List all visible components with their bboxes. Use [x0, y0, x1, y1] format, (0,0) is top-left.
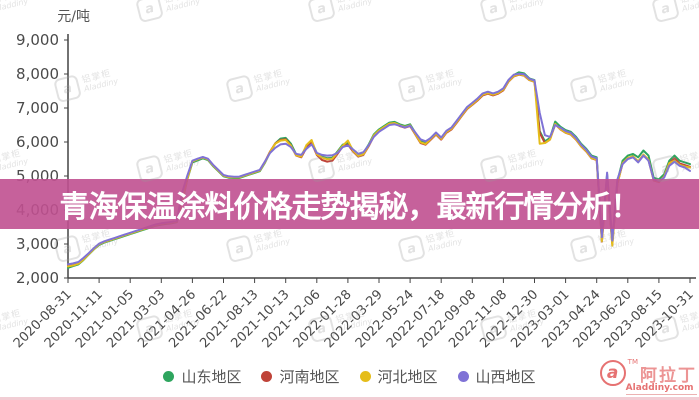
legend-label-shanxi: 山西地区 — [475, 368, 536, 386]
headline-title: 青海保温涂料价格走势揭秘，最新行情分析！ — [59, 190, 641, 225]
svg-text:2,000: 2,000 — [16, 269, 59, 287]
aladdin-logo-icon: a — [599, 360, 626, 386]
legend-dot-henan — [261, 371, 273, 382]
svg-text:8,000: 8,000 — [16, 65, 59, 83]
svg-text:7,000: 7,000 — [16, 99, 59, 117]
legend-label-shandong: 山东地区 — [181, 368, 242, 386]
aladdin-brand-text: 阿拉丁 — [640, 366, 697, 386]
legend-item-henan[interactable]: 河南地区 — [261, 366, 340, 387]
svg-text:9,000: 9,000 — [16, 31, 59, 49]
aladdin-site-text: Aladdiny.com — [625, 383, 697, 395]
legend-item-shandong[interactable]: 山东地区 — [163, 366, 241, 387]
svg-text:6,000: 6,000 — [16, 133, 59, 151]
bottom-border — [0, 397, 699, 400]
trademark-symbol: TM — [627, 358, 638, 366]
legend-item-shanxi[interactable]: 山西地区 — [457, 366, 536, 387]
legend-label-henan: 河南地区 — [279, 368, 340, 386]
y-axis-unit-label: 元/吨 — [57, 9, 90, 25]
aladdin-logo: a TM 阿拉丁 Aladdiny.com — [599, 358, 697, 395]
legend-item-hebei[interactable]: 河北地区 — [359, 366, 438, 387]
chart-legend: 山东地区 河南地区 河北地区 山西地区 — [0, 366, 699, 387]
legend-dot-shandong — [163, 371, 175, 382]
legend-label-hebei: 河北地区 — [377, 368, 438, 386]
legend-dot-hebei — [359, 371, 371, 382]
svg-text:3,000: 3,000 — [16, 235, 59, 253]
legend-dot-shanxi — [457, 371, 469, 382]
headline-banner: 青海保温涂料价格走势揭秘，最新行情分析！ — [0, 179, 699, 229]
